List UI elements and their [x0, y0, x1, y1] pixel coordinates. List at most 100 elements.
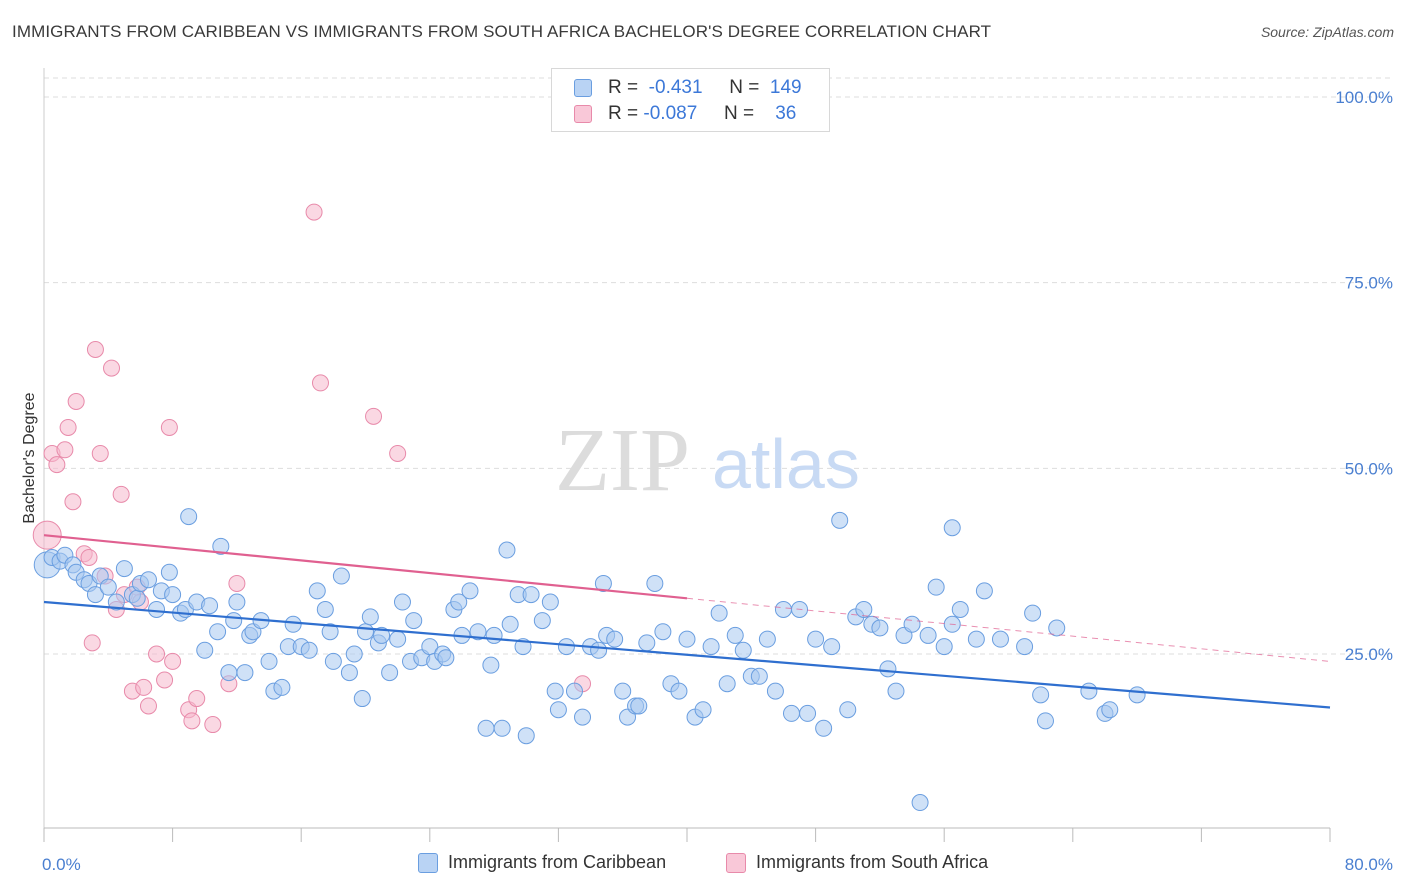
caribbean-point [228, 593, 246, 611]
caribbean-point [750, 667, 768, 685]
south-africa-point [183, 712, 201, 730]
caribbean-point [646, 574, 664, 592]
caribbean-point [220, 664, 238, 682]
caribbean-point [533, 612, 551, 630]
x-tick-labels: 0.0% 80.0% [42, 855, 1393, 874]
caribbean-point [469, 623, 487, 641]
caribbean-point [180, 508, 198, 526]
watermark: ZIP atlas [555, 411, 860, 510]
south-africa-point [204, 716, 222, 734]
caribbean-point [405, 612, 423, 630]
caribbean-point [485, 626, 503, 644]
south-africa-point [188, 690, 206, 708]
caribbean-point [774, 600, 792, 618]
caribbean-point [919, 626, 937, 644]
caribbean-point [911, 794, 929, 812]
caribbean-point [393, 593, 411, 611]
caribbean-point [887, 682, 905, 700]
caribbean-point [871, 619, 889, 637]
caribbean-point [332, 567, 350, 585]
caribbean-point [726, 626, 744, 644]
legend-n-value: 36 [775, 103, 797, 124]
caribbean-point [477, 719, 495, 737]
caribbean-point [345, 645, 363, 663]
caribbean-point [927, 578, 945, 596]
caribbean-point [340, 664, 358, 682]
caribbean-point [1032, 686, 1050, 704]
caribbean-point [855, 600, 873, 618]
legend-r-label: R = [608, 77, 639, 98]
caribbean-point [935, 638, 953, 656]
caribbean-points [33, 508, 1146, 812]
legend-n-value: 149 [769, 77, 802, 98]
caribbean-point [273, 678, 291, 696]
y-tick-labels: 25.0% 50.0% 75.0% 100.0% [1335, 88, 1393, 664]
south-africa-point [112, 485, 130, 503]
south-africa-point [64, 493, 82, 511]
south-africa-point [91, 444, 109, 462]
south-africa-point [86, 341, 104, 359]
x-tick-label: 0.0% [42, 855, 81, 874]
caribbean-point [212, 537, 230, 555]
caribbean-point [389, 630, 407, 648]
south-africa-point [59, 418, 77, 436]
south-africa-trend-extension [686, 597, 1331, 662]
legend-r-value: -0.087 [643, 103, 698, 124]
caribbean-point [115, 560, 133, 578]
caribbean-point [967, 630, 985, 648]
caribbean-point [501, 615, 519, 633]
watermark-zip: ZIP [555, 411, 690, 510]
caribbean-point [99, 578, 117, 596]
caribbean-point [482, 656, 500, 674]
south-africa-point [67, 392, 85, 410]
caribbean-point [201, 597, 219, 615]
caribbean-point [903, 615, 921, 633]
legend-row-south-africa: R = -0.087 N = 36 [574, 102, 796, 126]
caribbean-point [557, 638, 575, 656]
caribbean-point [160, 563, 178, 581]
south-africa-swatch-icon [574, 105, 592, 123]
caribbean-point [823, 638, 841, 656]
south-africa-point [305, 203, 323, 221]
bottom-legend-caribbean-label: Immigrants from Caribbean [448, 852, 667, 872]
caribbean-point [799, 704, 817, 722]
caribbean-point [654, 623, 672, 641]
y-axis-label: Bachelor's Degree [21, 392, 38, 523]
south-africa-point [80, 548, 98, 566]
caribbean-trend-line [43, 600, 1331, 709]
caribbean-point [139, 571, 157, 589]
y-tick-label: 25.0% [1345, 645, 1393, 664]
south-africa-point [365, 407, 383, 425]
x-tick-label: 80.0% [1345, 855, 1393, 874]
legend-n-label: N = [729, 77, 760, 98]
trend-lines [43, 534, 1331, 709]
caribbean-point [574, 708, 592, 726]
south-africa-point [135, 678, 153, 696]
caribbean-point [758, 630, 776, 648]
caribbean-point [1101, 701, 1119, 719]
caribbean-point [590, 641, 608, 659]
south-africa-point [48, 456, 66, 474]
caribbean-point [710, 604, 728, 622]
legend-r-label: R = [608, 103, 639, 124]
caribbean-point [236, 664, 254, 682]
caribbean-point [1036, 712, 1054, 730]
caribbean-point [807, 630, 825, 648]
caribbean-point [943, 519, 961, 537]
caribbean-point [308, 582, 326, 600]
caribbean-point [879, 660, 897, 678]
caribbean-point [1024, 604, 1042, 622]
caribbean-point [324, 652, 342, 670]
caribbean-point [461, 582, 479, 600]
caribbean-point [831, 511, 849, 529]
bottom-legend-caribbean: Immigrants from Caribbean [418, 852, 666, 873]
south-africa-point [228, 574, 246, 592]
caribbean-point [357, 623, 374, 641]
south-africa-point [160, 418, 178, 436]
caribbean-point [450, 593, 468, 611]
caribbean-point [614, 682, 632, 700]
chart-title: IMMIGRANTS FROM CARIBBEAN VS IMMIGRANTS … [12, 22, 992, 41]
caribbean-point [300, 641, 318, 659]
caribbean-point [373, 626, 391, 644]
watermark-atlas: atlas [712, 425, 860, 503]
